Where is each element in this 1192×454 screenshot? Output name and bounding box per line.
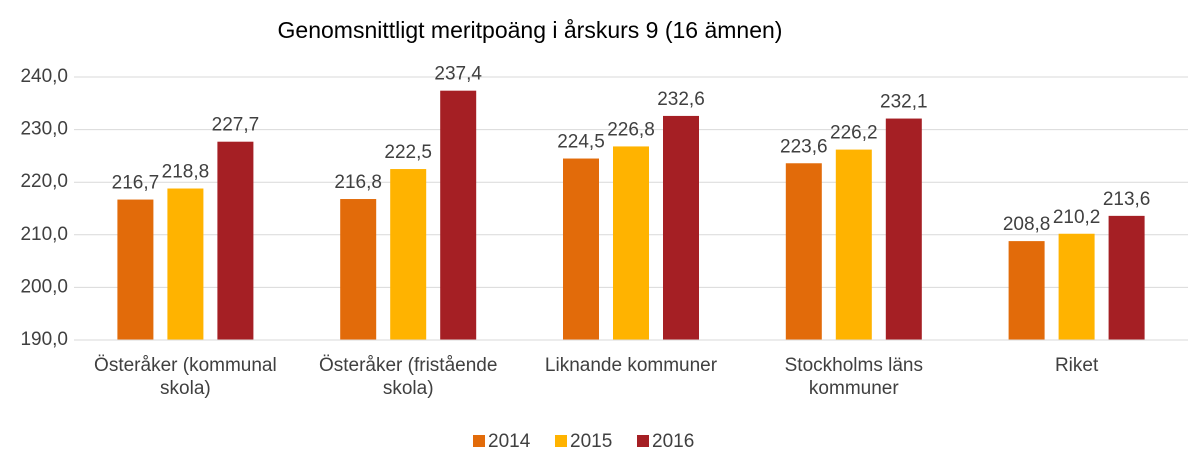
bar [785,163,822,340]
x-tick-label: Liknande kommuner [544,355,718,376]
data-label: 232,6 [657,89,705,110]
y-tick-label: 220,0 [20,171,68,192]
x-tick-label: Österåker (kommunal skola) [94,355,277,399]
legend-swatch [637,435,649,447]
data-label: 210,2 [1053,207,1101,228]
x-tick-label: Österåker (fristående skola) [318,355,498,399]
bar [390,169,427,340]
bar [340,199,377,340]
y-tick-label: 190,0 [20,329,68,350]
data-label: 222,5 [384,142,432,163]
data-label: 208,8 [1003,214,1051,235]
legend-label: 2015 [570,431,612,452]
bar [1058,233,1095,340]
legend-swatch [473,435,485,447]
x-tick-label: Stockholms läns kommuner [784,355,923,399]
bar [1108,215,1145,340]
chart-title: Genomsnittligt meritpoäng i årskurs 9 (1… [278,17,783,43]
data-label: 224,5 [557,132,605,153]
data-label: 223,6 [780,136,828,157]
bar [440,90,477,341]
data-label: 232,1 [880,92,928,113]
data-label: 226,8 [607,119,655,140]
bar [117,199,154,340]
legend-swatch [555,435,567,447]
data-label: 218,8 [162,162,210,183]
x-tick-label: Riket [1054,355,1099,376]
legend-label: 2016 [652,431,694,452]
data-label: 227,7 [212,115,260,136]
bar [885,118,922,340]
data-label: 216,7 [112,173,160,194]
data-label: 226,2 [830,123,878,144]
y-tick-label: 240,0 [20,66,68,87]
data-label: 213,6 [1103,189,1151,210]
legend-label: 2014 [488,431,531,452]
bar [663,115,699,340]
bar [563,158,599,340]
bar [167,188,204,340]
y-tick-label: 230,0 [20,119,68,140]
y-tick-label: 200,0 [20,276,68,297]
bar [217,141,254,340]
y-tick-label: 210,0 [20,224,68,245]
bar [835,149,872,340]
bar [613,146,649,340]
data-label: 237,4 [434,64,482,85]
data-label: 216,8 [334,172,382,193]
bar [1008,241,1045,340]
